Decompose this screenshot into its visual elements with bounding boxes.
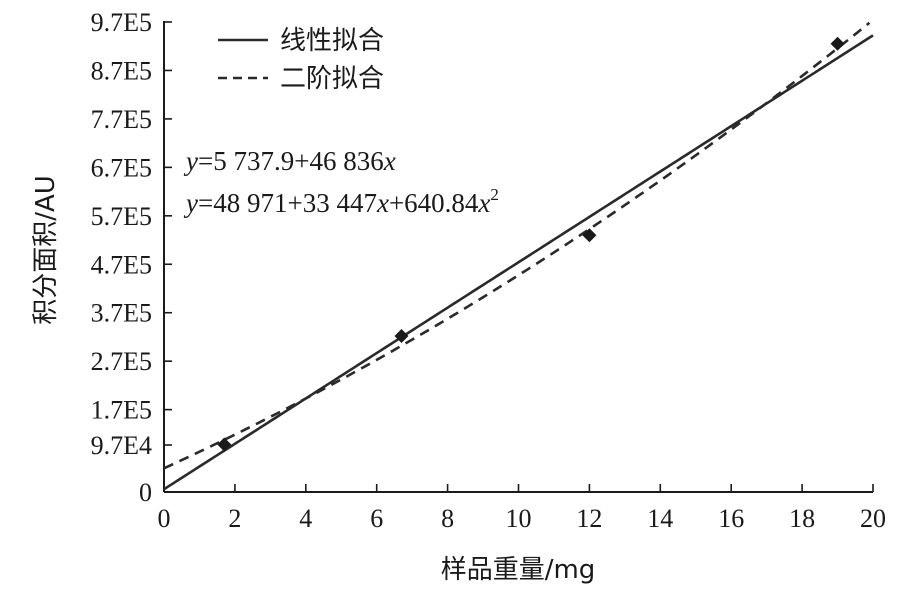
- equation-quadratic-rest: =48 971+33 447: [198, 188, 377, 218]
- x-tick-label: 12: [576, 504, 602, 533]
- y-tick-label: 3.7E5: [91, 299, 152, 328]
- y-tick-label: 4.7E5: [91, 250, 152, 279]
- equation-quadratic-power: 2: [490, 185, 499, 204]
- y-tick-label: 5.7E5: [91, 202, 152, 231]
- x-axis-title: 样品重量/mg: [441, 555, 596, 585]
- x-tick-label: 0: [158, 504, 171, 533]
- data-point: [394, 328, 409, 343]
- equation-linear-var: x: [383, 146, 396, 176]
- fit-equations: y=5 737.9+46 836x y=48 971+33 447x+640.8…: [183, 146, 499, 218]
- x-tick-label: 2: [228, 504, 241, 533]
- equation-linear-rest: =5 737.9+46 836: [198, 146, 384, 176]
- data-point: [217, 437, 232, 452]
- y-tick-label: 8.7E5: [91, 56, 152, 85]
- legend-label-linear: 线性拟合: [280, 26, 384, 56]
- y-axis-title: 积分面积/AU: [31, 175, 61, 325]
- quadratic-fit-line: [163, 21, 871, 470]
- equation-linear: y=5 737.9+46 836x: [183, 146, 396, 176]
- equation-quadratic-lhs: y: [183, 188, 198, 218]
- equation-quadratic-var: x: [376, 188, 389, 218]
- y-tick-label: 1.7E5: [91, 396, 152, 425]
- equation-quadratic-var2: x: [477, 188, 490, 218]
- data-point: [830, 36, 845, 51]
- y-tick-label: 9.7E5: [91, 8, 152, 37]
- legend: 线性拟合 二阶拟合: [218, 26, 384, 94]
- y-tick-label: 2.7E5: [91, 347, 152, 376]
- x-tick-label: 4: [299, 504, 312, 533]
- legend-label-quadratic: 二阶拟合: [280, 64, 384, 94]
- x-ticks: 0 2 4 6 8 10 12 14 16 18 20: [158, 484, 886, 533]
- fit-lines: [163, 21, 874, 491]
- x-tick-label: 20: [860, 504, 886, 533]
- x-tick-label: 10: [506, 504, 532, 533]
- linear-fit-line: [163, 34, 874, 491]
- x-tick-label: 16: [718, 504, 744, 533]
- equation-quadratic-tail: +640.84: [389, 188, 479, 218]
- y-ticks: 0 9.7E4 1.7E5 2.7E5 3.7E5 4.7E5 5.7E5 6.7E5 7.7E…: [91, 8, 172, 507]
- x-tick-label: 8: [441, 504, 454, 533]
- x-tick-label: 6: [370, 504, 383, 533]
- equation-quadratic: y=48 971+33 447x+640.84x2: [183, 185, 499, 218]
- equation-linear-lhs: y: [183, 146, 198, 176]
- x-tick-label: 18: [789, 504, 815, 533]
- y-tick-label: 9.7E4: [91, 431, 152, 460]
- y-tick-label: 7.7E5: [91, 105, 152, 134]
- y-tick-label: 6.7E5: [91, 153, 152, 182]
- data-point: [582, 228, 597, 243]
- data-markers: [217, 36, 845, 452]
- x-tick-label: 14: [647, 504, 673, 533]
- y-tick-label: 0: [139, 478, 152, 507]
